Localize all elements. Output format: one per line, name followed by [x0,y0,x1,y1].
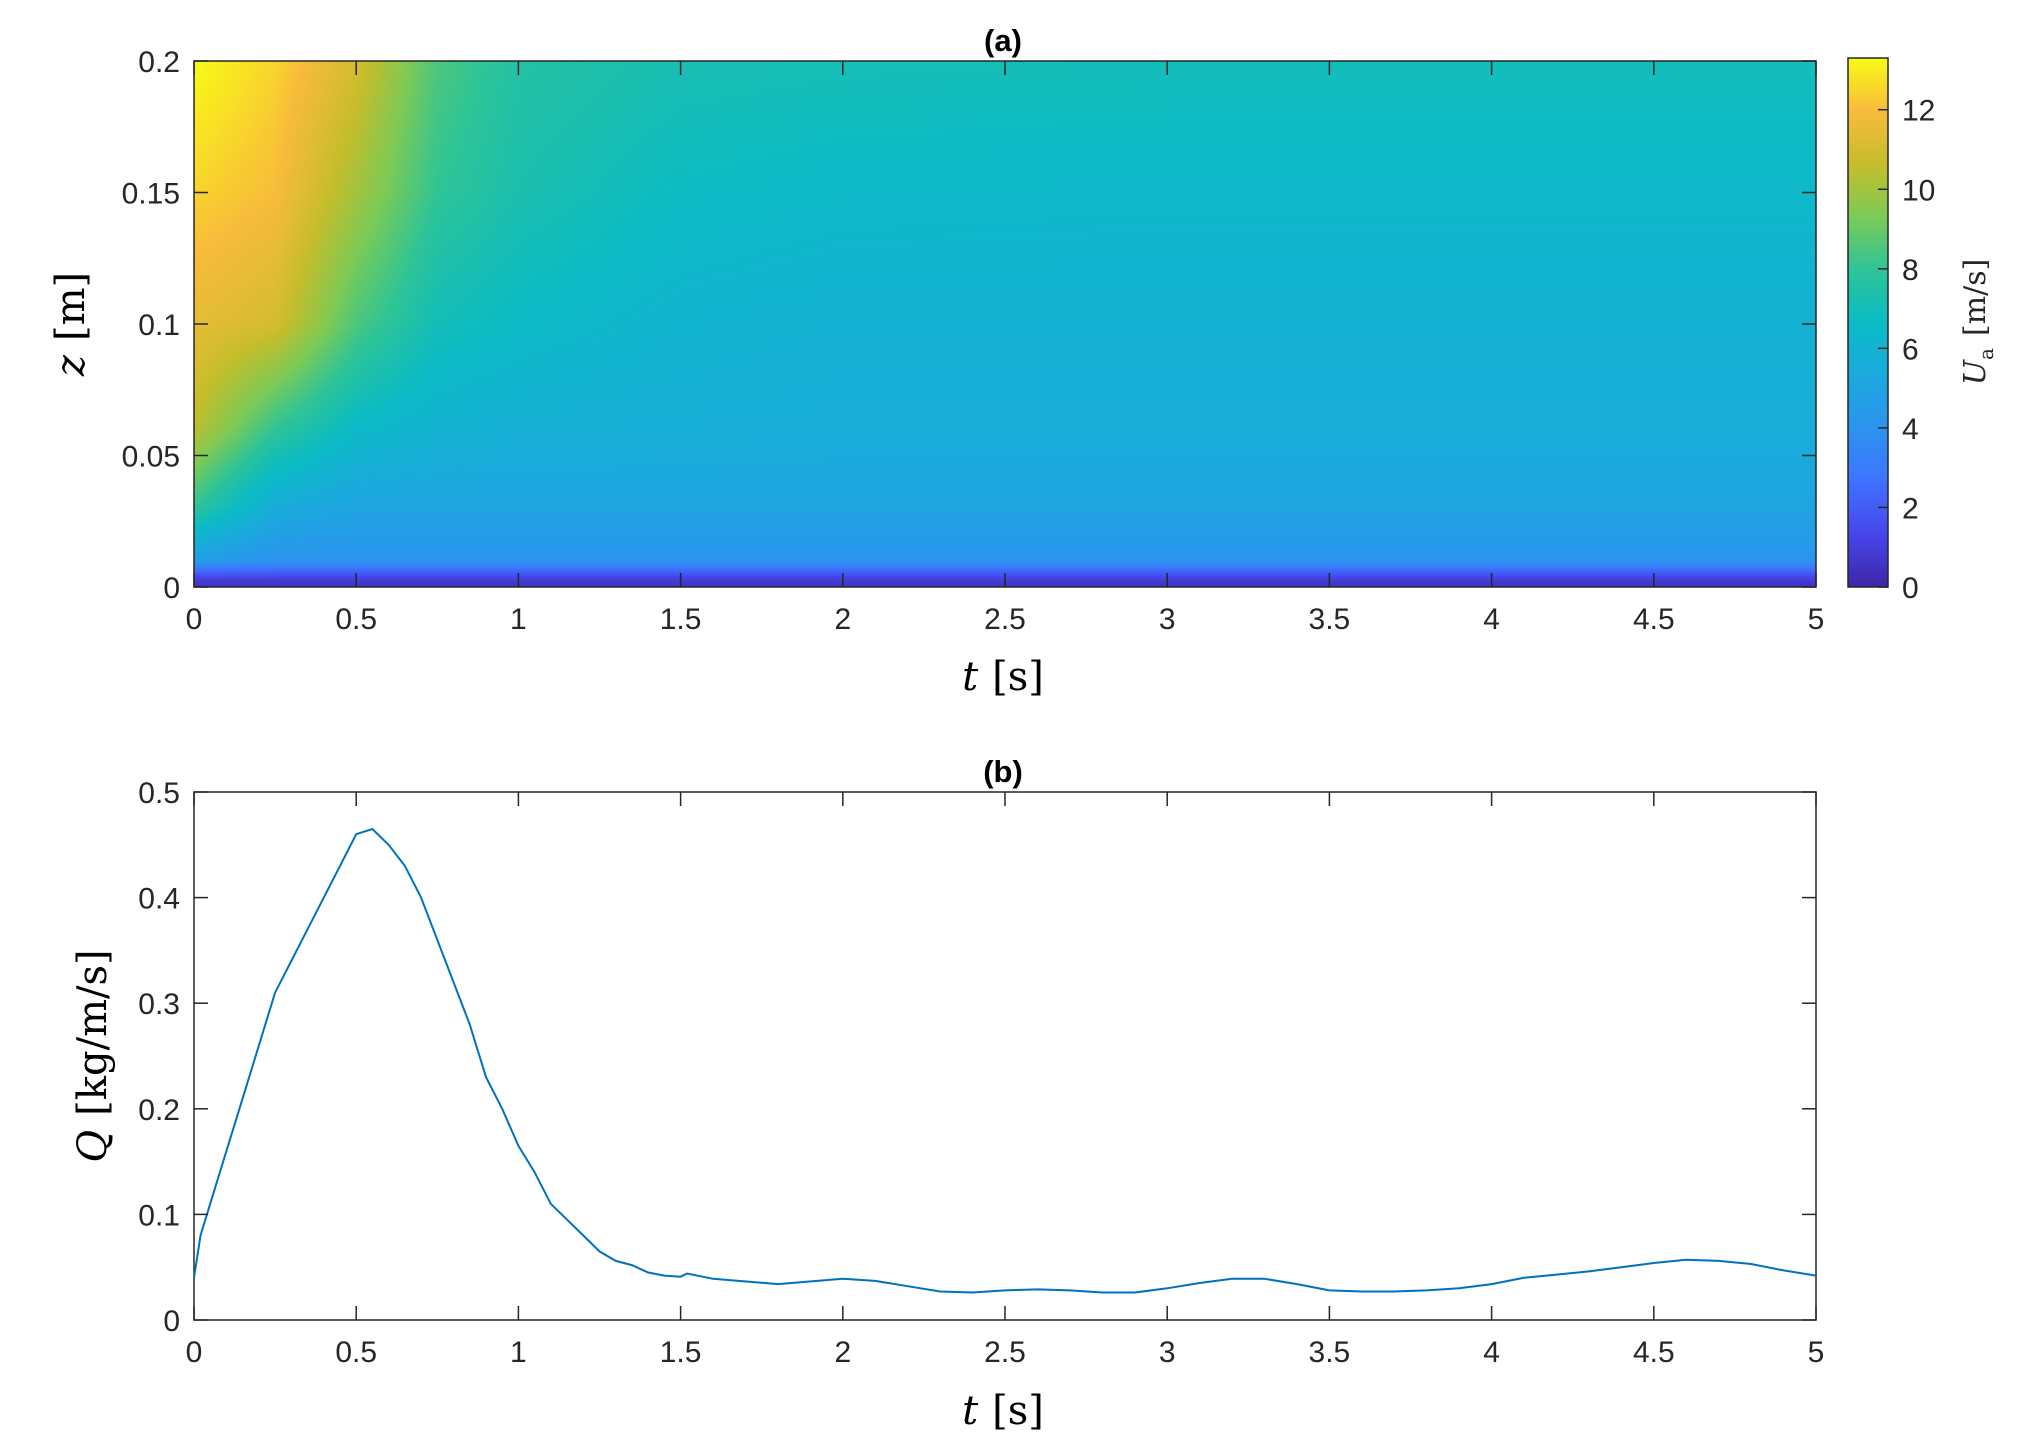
series-line [193,827,1817,1294]
y-tick-label: 0 [163,1305,180,1338]
x-tick-label: 0 [186,1336,203,1369]
y-tick-label: 0 [163,572,180,605]
x-tick-label: 4.5 [1633,603,1675,636]
colorbar-variable-subscript: a [1974,348,1998,360]
y-axis: 0 0.1 0.2 0.3 0.4 0.5 [138,777,1816,1338]
y-tick-label: 0.3 [138,988,180,1021]
x-axis-variable: t [962,1388,979,1434]
colorbar-ticks: 0 2 4 6 8 10 12 [1878,95,1935,605]
y-tick-label: 0.4 [138,883,180,916]
y-tick-label: 0.5 [138,777,180,810]
heatmap-panel: (a) 0 0.5 1 1.5 2 2.5 3 3.5 4 4.5 5 0 0.05 0.1 0.15 0.… [48,23,1998,700]
x-axis-label: t [s] [962,1388,1044,1434]
x-tick-label: 2.5 [984,603,1026,636]
chart-title: (a) [984,23,1022,58]
x-tick-label: 4 [1483,603,1500,636]
colorbar-tick-label: 10 [1902,174,1935,207]
y-tick-label: 0.15 [122,178,180,211]
x-tick-label: 2 [834,603,851,636]
colorbar-tick-label: 12 [1902,95,1935,128]
colorbar-unit: [m/s] [1958,259,1993,336]
colorbar-tick-label: 4 [1902,413,1919,446]
y-tick-label: 0.1 [138,309,180,342]
colorbar-gradient [1847,57,1889,588]
line-panel: (b) 0 0.5 1 1.5 2 2.5 3 3.5 4 4.5 5 00.10.20.30.40… [70,754,1824,1434]
chart-title: (b) [983,754,1023,789]
colorbar-tick-label: 8 [1902,254,1919,287]
x-tick-label: 0.5 [335,603,377,636]
y-tick-label: 0.05 [122,441,180,474]
colorbar-tick-label: 2 [1902,492,1919,525]
colorbar-tick-label: 6 [1902,333,1919,366]
x-tick-label: 2 [834,1336,851,1369]
x-axis: 0 0.5 1 1.5 2 2.5 3 3.5 4 4.5 5 [186,61,1825,636]
y-axis-label: z [m] [48,272,94,377]
colorbar-label: Ua [m/s] [1958,259,1998,386]
x-tick-label: 4 [1483,1336,1500,1369]
y-tick-label: 0.2 [138,1094,180,1127]
x-tick-label: 3 [1159,603,1176,636]
colorbar-tick-label: 0 [1902,572,1919,605]
x-tick-label: 0 [186,603,203,636]
x-tick-label: 2.5 [984,1336,1026,1369]
velocity-field [194,61,1816,587]
x-tick-label: 3.5 [1309,1336,1351,1369]
colorbar-variable: U [1958,358,1993,385]
x-axis-unit: [s] [992,1388,1044,1434]
plot-frame [193,791,1817,1321]
x-tick-label: 5 [1808,1336,1825,1369]
y-axis-unit: [kg/m/s] [70,949,116,1115]
y-axis: 0 0.05 0.1 0.15 0.2 [122,46,1816,605]
y-axis-label: Q [kg/m/s] [70,949,116,1162]
y-axis-unit: [m] [48,272,94,341]
y-axis-variable: Q [70,1130,116,1163]
y-tick-label: 0.1 [138,1199,180,1232]
colorbar: 0 2 4 6 8 10 12 Ua [m/s] [1847,57,1998,605]
x-axis-unit: [s] [992,654,1044,700]
y-axis-variable: z [48,354,94,377]
x-tick-label: 1.5 [660,1336,702,1369]
x-axis-label: t [s] [962,654,1044,700]
x-axis-variable: t [962,654,979,700]
x-tick-label: 0.5 [335,1336,377,1369]
x-tick-label: 1 [510,603,527,636]
x-tick-label: 1.5 [660,603,702,636]
x-tick-label: 3.5 [1309,603,1351,636]
x-tick-label: 4.5 [1633,1336,1675,1369]
y-tick-label: 0.2 [138,46,180,79]
x-tick-label: 5 [1808,603,1825,636]
x-axis: 0 0.5 1 1.5 2 2.5 3 3.5 4 4.5 5 [186,792,1825,1369]
x-tick-label: 3 [1159,1336,1176,1369]
x-tick-label: 1 [510,1336,527,1369]
